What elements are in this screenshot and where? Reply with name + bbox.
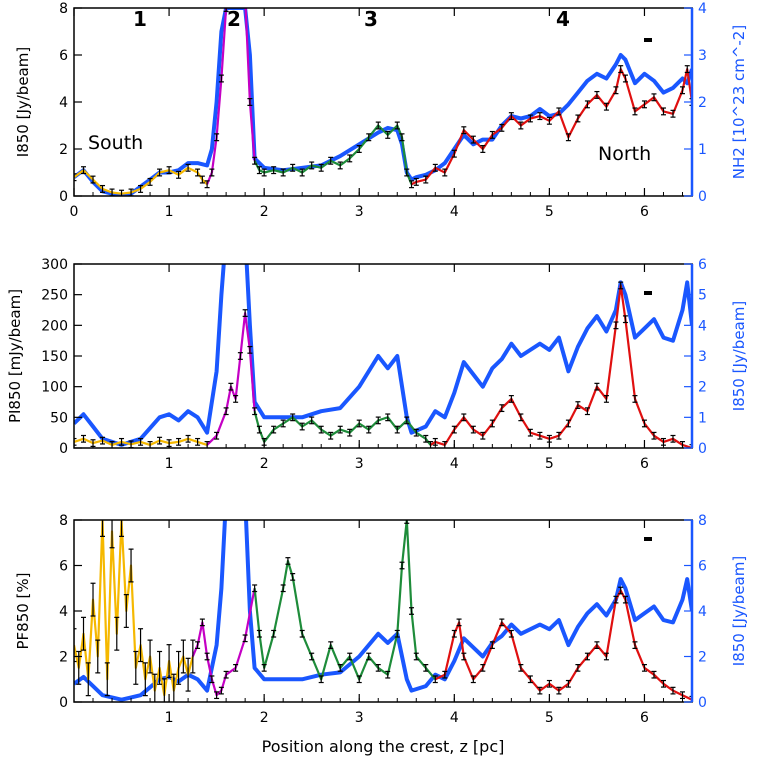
annotation-north: North (598, 143, 651, 165)
series-line-blue (74, 520, 692, 702)
y-tick-label: 8 (59, 513, 68, 529)
panel-top: 0 1 2 3 4 5 6 0 2 4 6 8 0 1 2 3 4 1 2 3 4 South North I8… (14, 1, 748, 220)
x-tick-label: 3 (355, 710, 364, 726)
x-tick-label: 3 (355, 204, 364, 220)
x-tick-label: 6 (640, 204, 649, 220)
y-tick-label: 100 (41, 380, 68, 396)
y-tick-label: 0 (59, 695, 68, 711)
y2-tick-label: 4 (698, 604, 707, 620)
series-line-blue (74, 264, 692, 447)
x-tick-label: 1 (165, 204, 174, 220)
ylabel-middle-right: I850 [Jy/beam] (730, 301, 748, 411)
x-axis-title: Position along the crest, z [pc] (262, 737, 505, 756)
y2-tick-label: 4 (698, 318, 707, 334)
y2-tick-label: 3 (698, 349, 707, 365)
x-tick-label: 2 (260, 710, 269, 726)
y2-tick-label: 5 (698, 288, 707, 304)
y2-tick-label: 0 (698, 189, 707, 205)
y-tick-label: 250 (41, 288, 68, 304)
beam-marker-bottom (644, 537, 652, 541)
x-tick-label: 5 (545, 204, 554, 220)
annotation-south: South (88, 132, 143, 154)
y-tick-label: 200 (41, 318, 68, 334)
y-tick-label: 150 (41, 349, 68, 365)
x-tick-label: 1 (165, 456, 174, 472)
series-line-segment-3 (253, 520, 437, 681)
segment-label-3: 3 (364, 7, 378, 31)
x-tick-label: 0 (70, 204, 79, 220)
y2-tick-label: 8 (698, 513, 707, 529)
x-tick-label: 5 (545, 710, 554, 726)
y-tick-label: 2 (59, 650, 68, 666)
y2-tick-label: 2 (698, 95, 707, 111)
x-tick-label: 1 (165, 710, 174, 726)
segment-label-1: 1 (133, 7, 147, 31)
y2-tick-label: 2 (698, 650, 707, 666)
y-tick-label: 0 (59, 441, 68, 457)
y2-tick-label: 4 (698, 1, 707, 17)
x-tick-label: 4 (450, 204, 459, 220)
ylabel-bottom-left: PF850 [%] (14, 572, 32, 649)
x-tick-label: 4 (450, 456, 459, 472)
y-tick-label: 8 (59, 1, 68, 17)
y2-tick-label: 2 (698, 380, 707, 396)
panel-bottom: 1 2 3 4 5 6 0 2 4 6 8 0 2 4 6 8 PF850 [%] I850 [Jy/beam… (14, 513, 748, 756)
y-tick-label: 2 (59, 142, 68, 158)
segment-label-2: 2 (227, 7, 241, 31)
y2-tick-label: 1 (698, 410, 707, 426)
x-tick-label: 5 (545, 456, 554, 472)
y-tick-label: 6 (59, 559, 68, 575)
x-tick-label: 2 (260, 456, 269, 472)
y2-tick-label: 1 (698, 142, 707, 158)
series-line-blue (74, 8, 692, 196)
y-tick-label: 0 (59, 189, 68, 205)
panel-top-frame (73, 7, 693, 197)
y2-tick-label: 0 (698, 695, 707, 711)
series-line-segment-2 (206, 8, 256, 185)
y-tick-label: 300 (41, 257, 68, 273)
ylabel-bottom-right: I850 [Jy/beam] (730, 556, 748, 666)
ylabel-top-left: I850 [Jy/beam] (14, 47, 32, 157)
x-tick-label: 4 (450, 710, 459, 726)
series-line-segment-4 (411, 68, 692, 186)
panel-middle: 1 2 3 4 5 6 0 50 100 150 200 250 300 0 1 2 3 4 5 6 PI850 [m… (6, 257, 748, 472)
series-line-segment-3 (253, 124, 413, 185)
ylabel-middle-left: PI850 [mJy/beam] (6, 289, 24, 423)
y2-tick-label: 6 (698, 257, 707, 273)
y-tick-label: 4 (59, 95, 68, 111)
beam-marker-middle (644, 291, 652, 295)
y2-tick-label: 0 (698, 441, 707, 457)
series-line-segment-1 (74, 520, 194, 697)
y-tick-label: 6 (59, 48, 68, 64)
series-line-segment-1 (74, 166, 208, 195)
x-tick-label: 6 (640, 710, 649, 726)
panel-middle-frame (73, 263, 693, 449)
series-line-segment-4 (429, 284, 692, 448)
y2-tick-label: 6 (698, 559, 707, 575)
x-tick-label: 3 (355, 456, 364, 472)
beam-marker-top (644, 38, 652, 42)
y2-tick-label: 3 (698, 48, 707, 64)
y-tick-label: 4 (59, 604, 68, 620)
ylabel-top-right: NH2 [10^23 cm^-2] (730, 25, 748, 179)
y-tick-label: 50 (50, 410, 68, 426)
x-tick-label: 6 (640, 456, 649, 472)
segment-label-4: 4 (556, 7, 570, 31)
x-tick-label: 2 (260, 204, 269, 220)
